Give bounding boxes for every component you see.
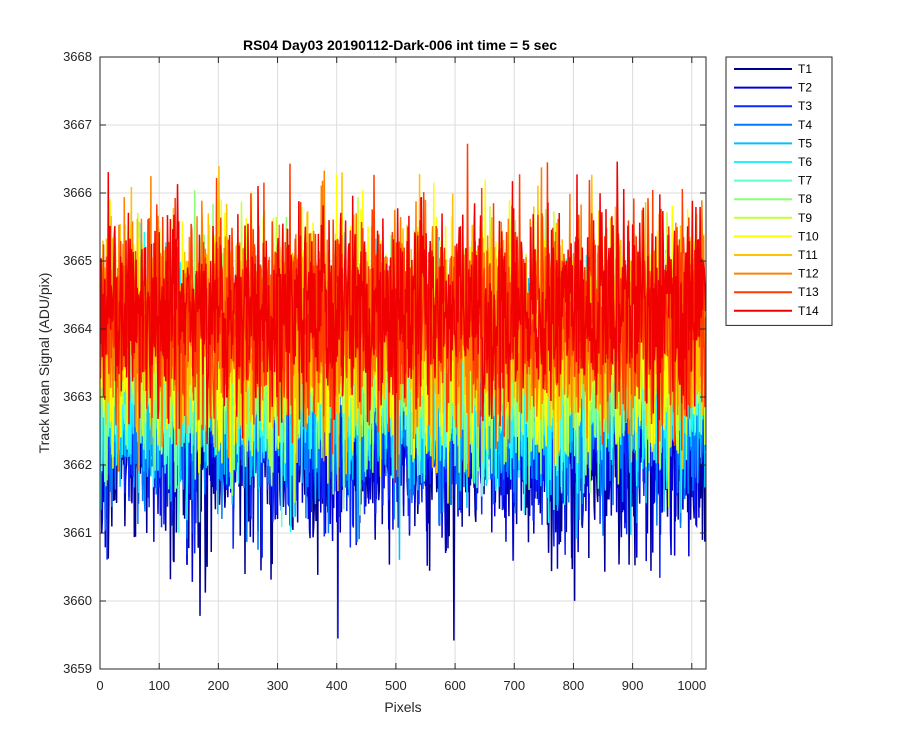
y-ticks: 3659 3660 3661 3662 3663 3664 3665 3666 3667 3668 [63,49,706,676]
y-tick-label: 3663 [63,389,92,404]
legend-label-t1: T1 [798,62,812,76]
y-tick-label: 3661 [63,525,92,540]
legend-box [725,56,833,326]
legend-label-t8: T8 [798,192,812,206]
x-tick-label: 1000 [677,678,706,693]
x-tick-label: 400 [326,678,348,693]
legend-label-t12: T12 [798,267,819,281]
legend-label-t9: T9 [798,211,812,225]
x-tick-label: 600 [444,678,466,693]
y-tick-label: 3664 [63,321,92,336]
x-tick-label: 200 [208,678,230,693]
axes-box [99,56,707,670]
x-ticks: 0 100 200 300 400 500 600 700 800 900 1000 [96,57,706,693]
legend-label-t5: T5 [798,136,812,150]
legend-label-t4: T4 [798,118,812,132]
x-axis-label: Pixels [384,699,421,715]
legend-label-t6: T6 [798,155,812,169]
y-tick-label: 3667 [63,117,92,132]
y-tick-label: 3665 [63,253,92,268]
legend-label-t2: T2 [798,81,812,95]
legend-label-t13: T13 [798,285,819,299]
x-tick-label: 500 [385,678,407,693]
legend-label-t10: T10 [798,229,819,243]
legend-label-t14: T14 [798,304,819,318]
chart-title: RS04 Day03 20190112-Dark-006 int time = … [243,37,557,53]
x-tick-label: 800 [563,678,585,693]
series-line-t14 [100,161,706,483]
legend[interactable]: T1 T2 T3 T4 T5 T6 T7 T8 T9 T10 T11 T12 T13 T14 [725,56,833,326]
x-tick-label: 0 [96,678,103,693]
x-tick-label: 900 [622,678,644,693]
legend-label-t3: T3 [798,99,812,113]
legend-label-t7: T7 [798,174,812,188]
x-tick-label: 300 [267,678,289,693]
x-tick-label: 700 [503,678,525,693]
y-tick-label: 3660 [63,593,92,608]
plot-area [100,143,706,641]
legend-label-t11: T11 [798,248,818,262]
y-tick-label: 3659 [63,661,92,676]
y-tick-label: 3668 [63,49,92,64]
y-tick-label: 3662 [63,457,92,472]
y-axis-label: Track Mean Signal (ADU/pix) [36,273,52,454]
x-tick-label: 100 [148,678,170,693]
y-tick-label: 3666 [63,185,92,200]
